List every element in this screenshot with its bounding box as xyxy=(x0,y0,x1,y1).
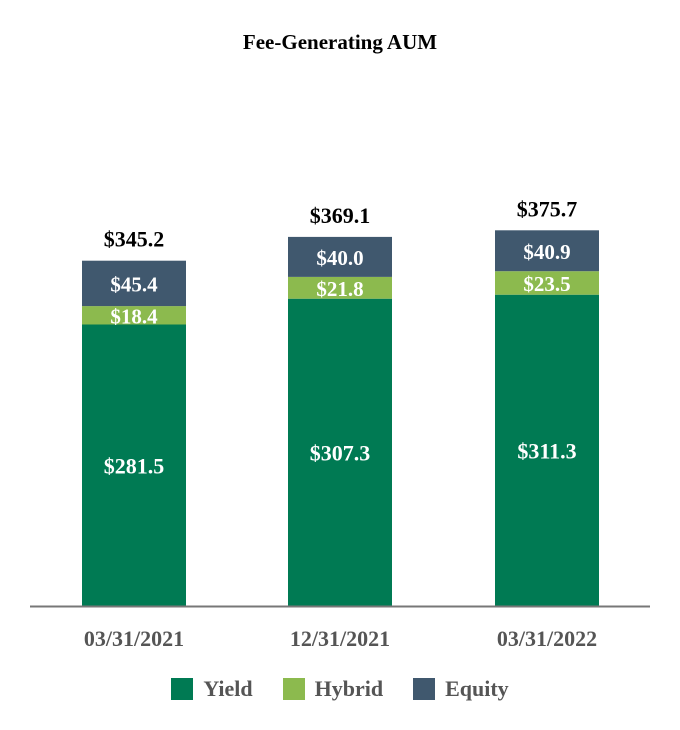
bar-equity-1 xyxy=(82,260,186,307)
total-label-2: $369.1 xyxy=(310,203,371,228)
total-label-3: $375.7 xyxy=(517,196,578,221)
data-label-yield-1: $281.5 xyxy=(104,453,165,478)
bar-hybrid-3 xyxy=(495,271,599,295)
legend-swatch-equity xyxy=(413,678,436,700)
bar-yield-1 xyxy=(82,324,186,606)
legend-swatch-yield xyxy=(171,678,194,700)
data-label-equity-3: $40.9 xyxy=(523,240,570,264)
data-label-equity-2: $40.0 xyxy=(316,246,363,270)
total-label-1: $345.2 xyxy=(104,227,165,252)
data-label-hybrid-2: $21.8 xyxy=(316,277,363,301)
legend-swatch-hybrid xyxy=(282,678,305,700)
data-label-yield-2: $307.3 xyxy=(310,440,371,465)
bar-yield-3 xyxy=(495,294,599,606)
bar-equity-2 xyxy=(288,236,392,277)
data-label-yield-3: $311.3 xyxy=(517,438,576,463)
legend-item-equity: Equity xyxy=(413,676,509,702)
data-label-equity-1: $45.4 xyxy=(110,272,158,296)
bar-yield-2 xyxy=(288,298,392,606)
x-tick-label-2: 12/31/2021 xyxy=(290,626,390,651)
legend-item-yield: Yield xyxy=(171,676,253,702)
legend-item-hybrid: Hybrid xyxy=(282,676,384,702)
legend-label-equity: Equity xyxy=(445,676,509,701)
data-label-hybrid-3: $23.5 xyxy=(523,272,570,296)
bar-hybrid-2 xyxy=(288,276,392,299)
data-label-hybrid-1: $18.4 xyxy=(110,304,158,328)
bar-equity-3 xyxy=(495,230,599,272)
chart-title: Fee-Generating AUM xyxy=(242,30,438,54)
legend: Yield Hybrid Equity xyxy=(0,676,680,702)
x-tick-label-3: 03/31/2022 xyxy=(497,626,597,651)
legend-label-hybrid: Hybrid xyxy=(314,676,384,701)
bar-hybrid-1 xyxy=(82,306,186,325)
x-tick-label-1: 03/31/2021 xyxy=(84,626,184,651)
legend-label-yield: Yield xyxy=(203,676,253,701)
